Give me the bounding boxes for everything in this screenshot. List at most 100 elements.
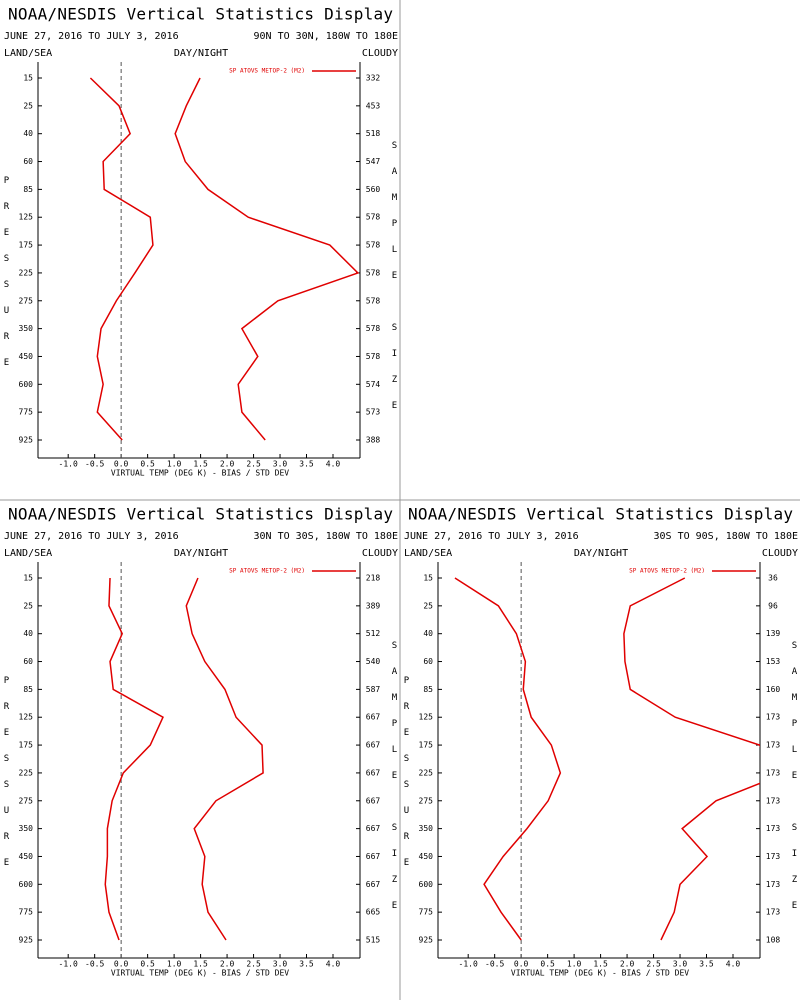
legend-label: SP ATOVS METOP-2 (M2) — [629, 568, 705, 575]
sample-size-label: 139 — [766, 629, 781, 638]
x-tick-label: 1.0 — [167, 960, 182, 969]
x-tick-label: 4.0 — [326, 960, 341, 969]
y-tick-label: 125 — [19, 213, 34, 222]
header-label: DAY/NIGHT — [174, 548, 228, 559]
sample-size-label: 389 — [366, 601, 381, 610]
x-tick-label: 1.5 — [193, 960, 208, 969]
y-axis-label: PRESSURE — [2, 176, 12, 384]
y-tick-label: 125 — [19, 713, 34, 722]
y-tick-label: 350 — [19, 324, 34, 333]
x-tick-label: 2.0 — [220, 460, 235, 469]
header-label: LAND/SEA — [404, 548, 452, 559]
x-tick-label: 3.5 — [699, 960, 714, 969]
x-tick-label: 3.0 — [273, 960, 288, 969]
x-tick-label: 2.5 — [246, 460, 261, 469]
panel: NOAA/NESDIS Vertical Statistics Display J… — [2, 505, 400, 978]
y-tick-label: 125 — [419, 713, 434, 722]
x-tick-label: -1.0 — [59, 960, 78, 969]
x-tick-label: 2.5 — [646, 960, 661, 969]
sample-size-label: 578 — [366, 241, 381, 250]
y-tick-label: 275 — [19, 796, 34, 805]
y-tick-label: 600 — [19, 380, 34, 389]
y-tick-label: 15 — [23, 74, 33, 83]
sample-size-label: 173 — [766, 852, 781, 861]
y-tick-label: 275 — [419, 796, 434, 805]
y-tick-label: 15 — [423, 574, 433, 583]
sample-size-label: 667 — [366, 768, 381, 777]
sample-size-label: 173 — [766, 824, 781, 833]
x-tick-label: 3.0 — [673, 960, 688, 969]
sample-size-label: 512 — [366, 629, 381, 638]
chart-title: NOAA/NESDIS Vertical Statistics Display — [408, 505, 793, 524]
sample-size-label: 540 — [366, 657, 381, 666]
y-tick-label: 40 — [23, 629, 33, 638]
legend-label: SP ATOVS METOP-2 (M2) — [229, 68, 305, 75]
date-range: JUNE 27, 2016 TO JULY 3, 2016 — [404, 531, 579, 542]
bias-line — [104, 577, 164, 941]
x-tick-label: -1.0 — [459, 960, 478, 969]
y-tick-label: 450 — [19, 852, 34, 861]
sample-size-label: 667 — [366, 713, 381, 722]
y-tick-label: 925 — [19, 936, 34, 945]
y-tick-label: 40 — [23, 129, 33, 138]
y-tick-label: 350 — [419, 824, 434, 833]
y-tick-label: 225 — [19, 768, 34, 777]
sample-size-label: 173 — [766, 768, 781, 777]
x-tick-label: 1.0 — [167, 460, 182, 469]
header-label: DAY/NIGHT — [174, 48, 228, 59]
y-tick-label: 85 — [423, 685, 433, 694]
legend-label: SP ATOVS METOP-2 (M2) — [229, 568, 305, 575]
sample-size-label: 573 — [366, 408, 381, 417]
y-tick-label: 600 — [19, 880, 34, 889]
y-tick-label: 350 — [19, 824, 34, 833]
region: 30S TO 90S, 180W TO 180E — [654, 531, 799, 542]
y-tick-label: 450 — [19, 352, 34, 361]
chart-title: NOAA/NESDIS Vertical Statistics Display — [8, 505, 393, 524]
bias-line — [454, 577, 562, 941]
y2-axis-label: SAMPLE SIZE — [390, 641, 400, 927]
sample-size-label: 560 — [366, 185, 381, 194]
sample-size-label: 518 — [366, 129, 381, 138]
x-tick-label: 0.0 — [114, 960, 129, 969]
x-tick-label: -0.5 — [85, 960, 104, 969]
y-axis-label: PRESSURE — [2, 676, 12, 884]
sample-size-label: 173 — [766, 880, 781, 889]
x-tick-label: 0.0 — [514, 960, 529, 969]
y-tick-label: 925 — [419, 936, 434, 945]
x-axis-label: VIRTUAL TEMP (DEG K) - BIAS / STD DEV — [111, 969, 289, 978]
y-tick-label: 775 — [19, 908, 34, 917]
std-dev-line — [174, 77, 360, 441]
sample-size-label: 515 — [366, 936, 381, 945]
sample-size-label: 547 — [366, 157, 381, 166]
header-label: LAND/SEA — [4, 48, 52, 59]
sample-size-label: 578 — [366, 296, 381, 305]
x-tick-label: -0.5 — [485, 960, 504, 969]
sample-size-label: 667 — [366, 741, 381, 750]
x-tick-label: 0.5 — [140, 460, 155, 469]
date-range: JUNE 27, 2016 TO JULY 3, 2016 — [4, 531, 179, 542]
x-tick-label: 2.0 — [620, 960, 635, 969]
y-tick-label: 60 — [23, 157, 33, 166]
sample-size-label: 160 — [766, 685, 781, 694]
sample-size-label: 578 — [366, 324, 381, 333]
sample-size-label: 332 — [366, 74, 381, 83]
sample-size-label: 574 — [366, 380, 381, 389]
sample-size-label: 108 — [766, 936, 781, 945]
y2-axis-label: SAMPLE SIZE — [790, 641, 800, 927]
x-tick-label: 4.0 — [326, 460, 341, 469]
x-tick-label: 1.5 — [593, 960, 608, 969]
x-tick-label: 1.0 — [567, 960, 582, 969]
sample-size-label: 96 — [768, 601, 778, 610]
sample-size-label: 578 — [366, 352, 381, 361]
y-tick-label: 450 — [419, 852, 434, 861]
x-tick-label: 3.5 — [299, 460, 314, 469]
sample-size-label: 173 — [766, 796, 781, 805]
y-tick-label: 25 — [23, 601, 33, 610]
panel: NOAA/NESDIS Vertical Statistics Display J… — [402, 505, 800, 978]
header-label: CLOUDY — [762, 548, 798, 559]
x-tick-label: 2.0 — [220, 960, 235, 969]
x-tick-label: 2.5 — [246, 960, 261, 969]
chart-title: NOAA/NESDIS Vertical Statistics Display — [8, 5, 393, 24]
sample-size-label: 578 — [366, 213, 381, 222]
